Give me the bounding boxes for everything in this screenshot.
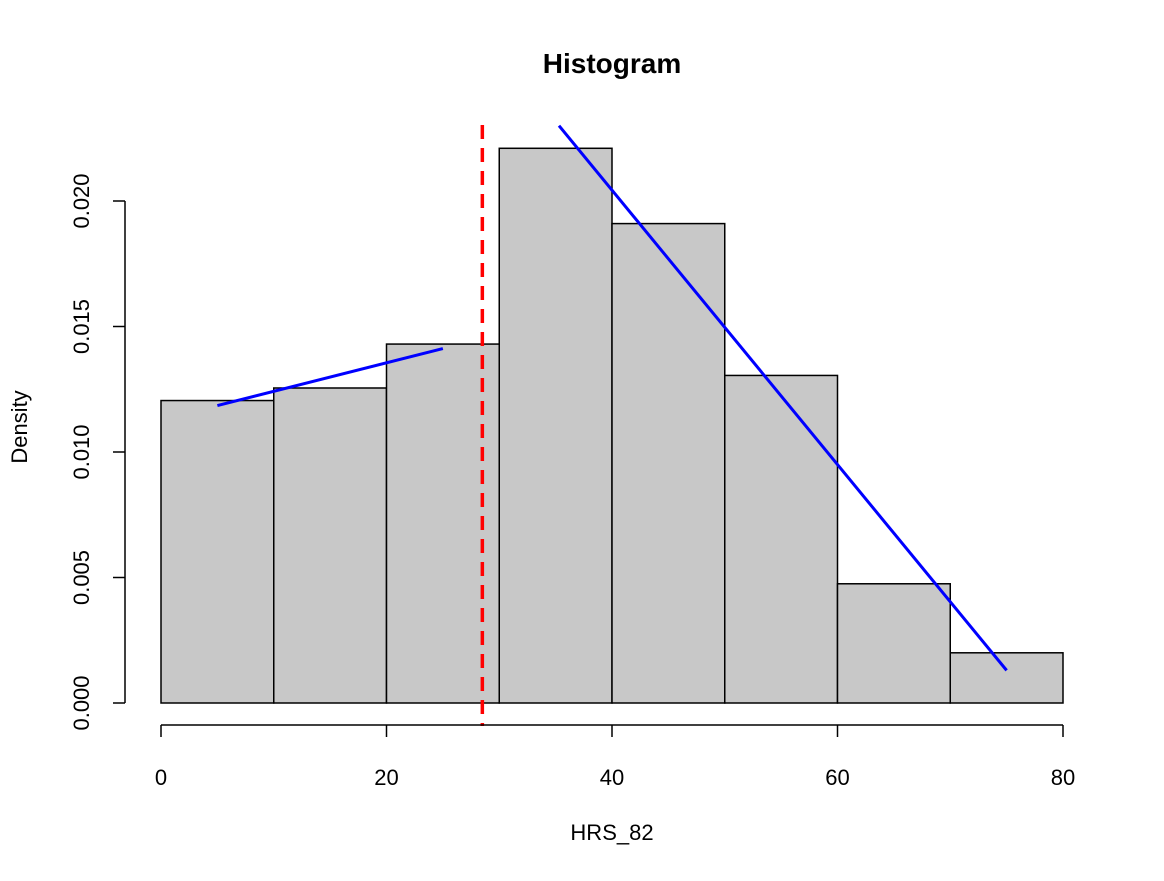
histogram-bar <box>949 652 1064 704</box>
fit-lines-group <box>217 124 1008 672</box>
x-tick-label: 20 <box>374 765 398 790</box>
y-tick-label: 0.005 <box>69 550 94 605</box>
y-tick-label: 0.000 <box>69 675 94 730</box>
histogram-bar <box>273 387 388 704</box>
histogram-bar <box>160 399 275 704</box>
chart-title: Histogram <box>543 48 681 79</box>
x-axis: 0 20 40 60 80 <box>155 724 1075 790</box>
x-tick-label: 60 <box>825 765 849 790</box>
y-tick-label: 0.020 <box>69 173 94 228</box>
x-tick-label: 0 <box>155 765 167 790</box>
histogram-bar <box>385 343 500 704</box>
x-tick-label: 80 <box>1051 765 1075 790</box>
y-tick-label: 0.010 <box>69 424 94 479</box>
x-tick-label: 40 <box>600 765 624 790</box>
x-axis-label: HRS_82 <box>570 820 653 845</box>
y-tick-label: 0.015 <box>69 299 94 354</box>
fit-line <box>217 347 444 408</box>
histogram-bar <box>836 583 951 704</box>
histogram-bar <box>498 147 613 704</box>
fit-line <box>557 124 1008 672</box>
y-axis-label: Density <box>7 390 32 463</box>
histogram-bar <box>724 374 839 704</box>
bars-group <box>160 147 1064 704</box>
histogram-bar <box>611 222 726 704</box>
y-axis: 0.000 0.005 0.010 0.015 0.020 <box>69 173 126 731</box>
